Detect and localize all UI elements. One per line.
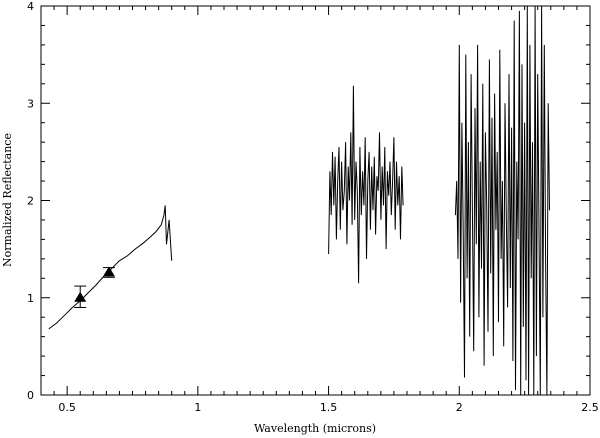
axis-tick-labels: 0.5 1 1.5 2 2.5 0 1 2 3 4: [27, 0, 599, 414]
spectrum-lines: [48, 5, 550, 396]
x-tick-label: 2: [456, 401, 463, 414]
spectrum-segment: [328, 85, 404, 284]
x-tick-label: 0.5: [58, 401, 76, 414]
photometry-markers: [74, 266, 115, 308]
axis-ticks: [41, 5, 591, 396]
plot-frame: [40, 5, 591, 396]
x-tick-label: 1.5: [320, 401, 338, 414]
spectrum-segment: [454, 5, 550, 396]
y-axis-label: Normalized Reflectance: [1, 133, 14, 267]
triangle-marker: [102, 266, 115, 277]
y-tick-label: 4: [27, 0, 34, 13]
y-tick-label: 0: [27, 389, 34, 402]
spectrum-segment: [48, 205, 173, 330]
x-axis-label: Wavelength (microns): [254, 422, 376, 435]
y-tick-label: 3: [27, 97, 34, 110]
y-tick-label: 1: [27, 292, 34, 305]
x-tick-label: 1: [194, 401, 201, 414]
x-tick-label: 2.5: [581, 401, 599, 414]
y-tick-label: 2: [27, 195, 34, 208]
triangle-marker: [74, 291, 87, 302]
photometry-point: [102, 266, 115, 278]
photometry-point: [74, 285, 87, 308]
